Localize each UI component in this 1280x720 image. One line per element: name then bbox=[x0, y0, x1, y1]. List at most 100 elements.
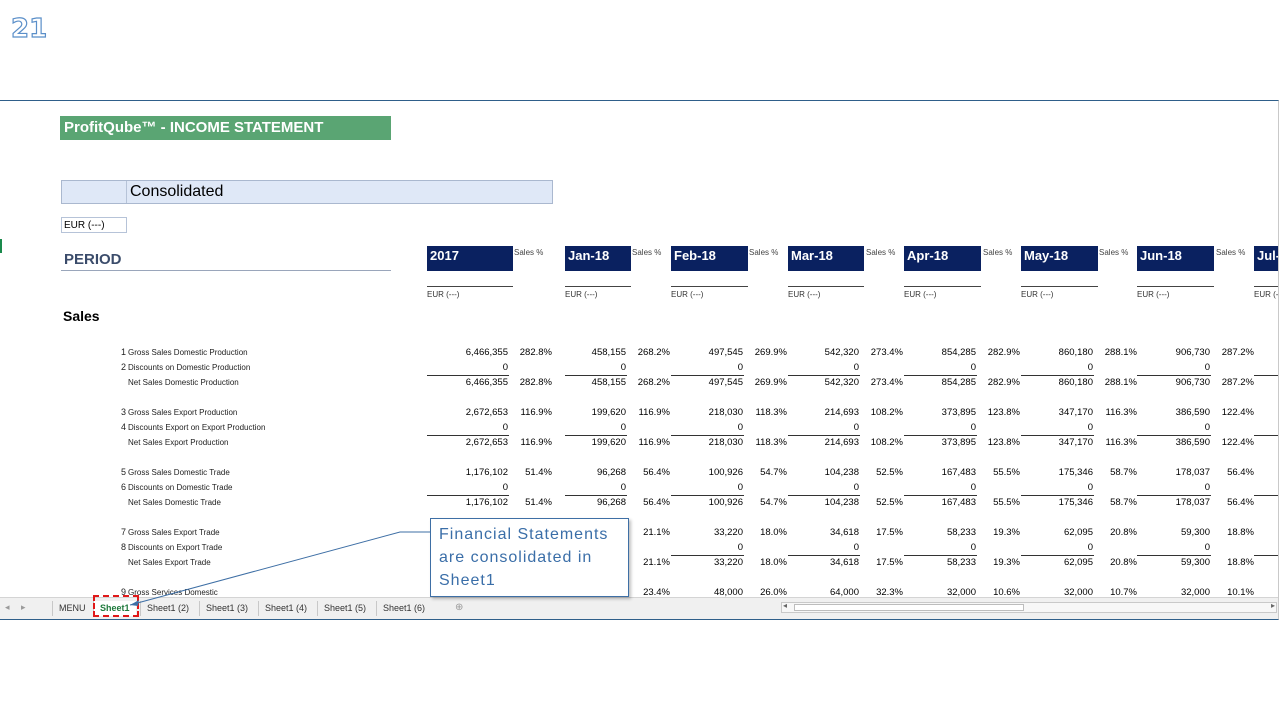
cell-pct[interactable]: 52.5% bbox=[876, 497, 903, 508]
cell-value[interactable]: 59,300 bbox=[1180, 557, 1210, 568]
cell-value[interactable]: 0 bbox=[853, 422, 859, 433]
cell-pct[interactable]: 51.4% bbox=[525, 497, 552, 508]
cell-pct[interactable]: 118.3% bbox=[755, 437, 787, 448]
cell-value[interactable]: 0 bbox=[737, 542, 743, 553]
cell-pct[interactable]: 21.1% bbox=[643, 557, 670, 568]
cell-value[interactable]: 0 bbox=[737, 362, 743, 373]
cell-pct[interactable]: 282.8% bbox=[519, 377, 552, 388]
cell-pct[interactable]: 282.9% bbox=[987, 377, 1020, 388]
cell-value[interactable]: 0 bbox=[1204, 542, 1210, 553]
cell-value[interactable]: 906,730 bbox=[1175, 347, 1210, 358]
cell-value[interactable]: 1,176,102 bbox=[465, 497, 508, 508]
sheet-tab[interactable]: Sheet1 (5) bbox=[317, 601, 372, 616]
cell-value[interactable]: 104,238 bbox=[824, 497, 859, 508]
cell-value[interactable]: 178,037 bbox=[1175, 497, 1210, 508]
cell-pct[interactable]: 10.1% bbox=[1227, 587, 1254, 597]
scroll-right-arrow-icon[interactable]: ▸ bbox=[1270, 601, 1275, 610]
cell-value[interactable]: 458,155 bbox=[591, 377, 626, 388]
sheet-tab[interactable]: Sheet1 (3) bbox=[199, 601, 254, 616]
cell-value[interactable]: 386,590 bbox=[1175, 437, 1210, 448]
cell-pct[interactable]: 287.2% bbox=[1221, 347, 1254, 358]
cell-value[interactable]: 2,672,653 bbox=[465, 437, 508, 448]
cell-value[interactable]: 860,180 bbox=[1058, 377, 1093, 388]
cell-value[interactable]: 58,233 bbox=[946, 527, 976, 538]
cell-value[interactable]: 64,000 bbox=[829, 587, 859, 597]
entity-box[interactable]: Consolidated bbox=[61, 180, 553, 204]
cell-pct[interactable]: 58.7% bbox=[1110, 467, 1137, 478]
cell-pct[interactable]: 116.9% bbox=[638, 437, 670, 448]
cell-value[interactable]: 458,155 bbox=[591, 347, 626, 358]
tab-scroll-right-icon[interactable]: ▸ bbox=[21, 602, 26, 612]
column-header[interactable]: Jul- bbox=[1254, 246, 1278, 271]
cell-pct[interactable]: 56.4% bbox=[643, 467, 670, 478]
cell-pct[interactable]: 56.4% bbox=[1227, 497, 1254, 508]
cell-pct[interactable]: 19.3% bbox=[993, 527, 1020, 538]
cell-value[interactable]: 0 bbox=[853, 362, 859, 373]
cell-value[interactable]: 0 bbox=[620, 422, 626, 433]
cell-pct[interactable]: 268.2% bbox=[637, 347, 670, 358]
cell-value[interactable]: 59,300 bbox=[1180, 527, 1210, 538]
cell-value[interactable]: 542,320 bbox=[824, 347, 859, 358]
column-header[interactable]: Jun-18 bbox=[1137, 246, 1214, 271]
cell-pct[interactable]: 20.8% bbox=[1110, 527, 1137, 538]
cell-value[interactable]: 218,030 bbox=[708, 437, 743, 448]
cell-pct[interactable]: 122.4% bbox=[1221, 437, 1254, 448]
cell-value[interactable]: 497,545 bbox=[708, 377, 743, 388]
cell-pct[interactable]: 26.0% bbox=[760, 587, 787, 597]
cell-value[interactable]: 0 bbox=[1204, 362, 1210, 373]
cell-pct[interactable]: 116.3% bbox=[1105, 437, 1137, 448]
cell-pct[interactable]: 116.9% bbox=[520, 407, 552, 418]
column-header[interactable]: 2017 bbox=[427, 246, 513, 271]
cell-pct[interactable]: 268.2% bbox=[637, 377, 670, 388]
worksheet-area[interactable]: ProfitQube™ - INCOME STATEMENT Consolida… bbox=[0, 101, 1278, 597]
cell-value[interactable]: 0 bbox=[853, 482, 859, 493]
cell-value[interactable]: 1,176,102 bbox=[465, 467, 508, 478]
cell-value[interactable]: 62,095 bbox=[1063, 527, 1093, 538]
cell-pct[interactable]: 54.7% bbox=[760, 497, 787, 508]
cell-pct[interactable]: 54.7% bbox=[760, 467, 787, 478]
cell-value[interactable]: 0 bbox=[970, 362, 976, 373]
sheet-tab[interactable]: Sheet1 (6) bbox=[376, 601, 431, 616]
cell-pct[interactable]: 21.1% bbox=[643, 527, 670, 538]
cell-value[interactable]: 0 bbox=[970, 422, 976, 433]
cell-value[interactable]: 0 bbox=[502, 482, 508, 493]
cell-pct[interactable]: 116.9% bbox=[520, 437, 552, 448]
cell-value[interactable]: 0 bbox=[970, 542, 976, 553]
cell-value[interactable]: 0 bbox=[620, 362, 626, 373]
cell-pct[interactable]: 122.4% bbox=[1221, 407, 1254, 418]
cell-value[interactable]: 0 bbox=[1087, 482, 1093, 493]
cell-value[interactable]: 906,730 bbox=[1175, 377, 1210, 388]
cell-value[interactable]: 32,000 bbox=[1063, 587, 1093, 597]
cell-value[interactable]: 373,895 bbox=[941, 407, 976, 418]
cell-pct[interactable]: 17.5% bbox=[876, 527, 903, 538]
cell-value[interactable]: 175,346 bbox=[1058, 467, 1093, 478]
cell-pct[interactable]: 18.0% bbox=[760, 557, 787, 568]
cell-value[interactable]: 347,170 bbox=[1058, 437, 1093, 448]
cell-value[interactable]: 0 bbox=[1087, 362, 1093, 373]
cell-pct[interactable]: 282.9% bbox=[987, 347, 1020, 358]
column-header[interactable]: Feb-18 bbox=[671, 246, 748, 271]
cell-pct[interactable]: 17.5% bbox=[876, 557, 903, 568]
cell-pct[interactable]: 56.4% bbox=[1227, 467, 1254, 478]
tab-scroll-left-icon[interactable]: ◂ bbox=[5, 602, 10, 612]
column-header[interactable]: Apr-18 bbox=[904, 246, 981, 271]
column-header[interactable]: Mar-18 bbox=[788, 246, 864, 271]
cell-value[interactable]: 0 bbox=[502, 422, 508, 433]
cell-pct[interactable]: 116.9% bbox=[638, 407, 670, 418]
horizontal-scrollbar[interactable]: ◂ ▸ bbox=[781, 601, 1277, 613]
sheet-tab[interactable]: Sheet1 (2) bbox=[140, 601, 195, 616]
cell-value[interactable]: 497,545 bbox=[708, 347, 743, 358]
cell-value[interactable]: 32,000 bbox=[1180, 587, 1210, 597]
cell-pct[interactable]: 23.4% bbox=[643, 587, 670, 597]
cell-value[interactable]: 347,170 bbox=[1058, 407, 1093, 418]
cell-pct[interactable]: 116.3% bbox=[1105, 407, 1137, 418]
cell-pct[interactable]: 18.0% bbox=[760, 527, 787, 538]
cell-pct[interactable]: 52.5% bbox=[876, 467, 903, 478]
column-header[interactable]: Jan-18 bbox=[565, 246, 631, 271]
cell-value[interactable]: 48,000 bbox=[713, 587, 743, 597]
cell-pct[interactable]: 118.3% bbox=[755, 407, 787, 418]
cell-value[interactable]: 0 bbox=[853, 542, 859, 553]
cell-value[interactable]: 100,926 bbox=[708, 467, 743, 478]
cell-value[interactable]: 0 bbox=[1204, 482, 1210, 493]
cell-value[interactable]: 33,220 bbox=[713, 527, 743, 538]
